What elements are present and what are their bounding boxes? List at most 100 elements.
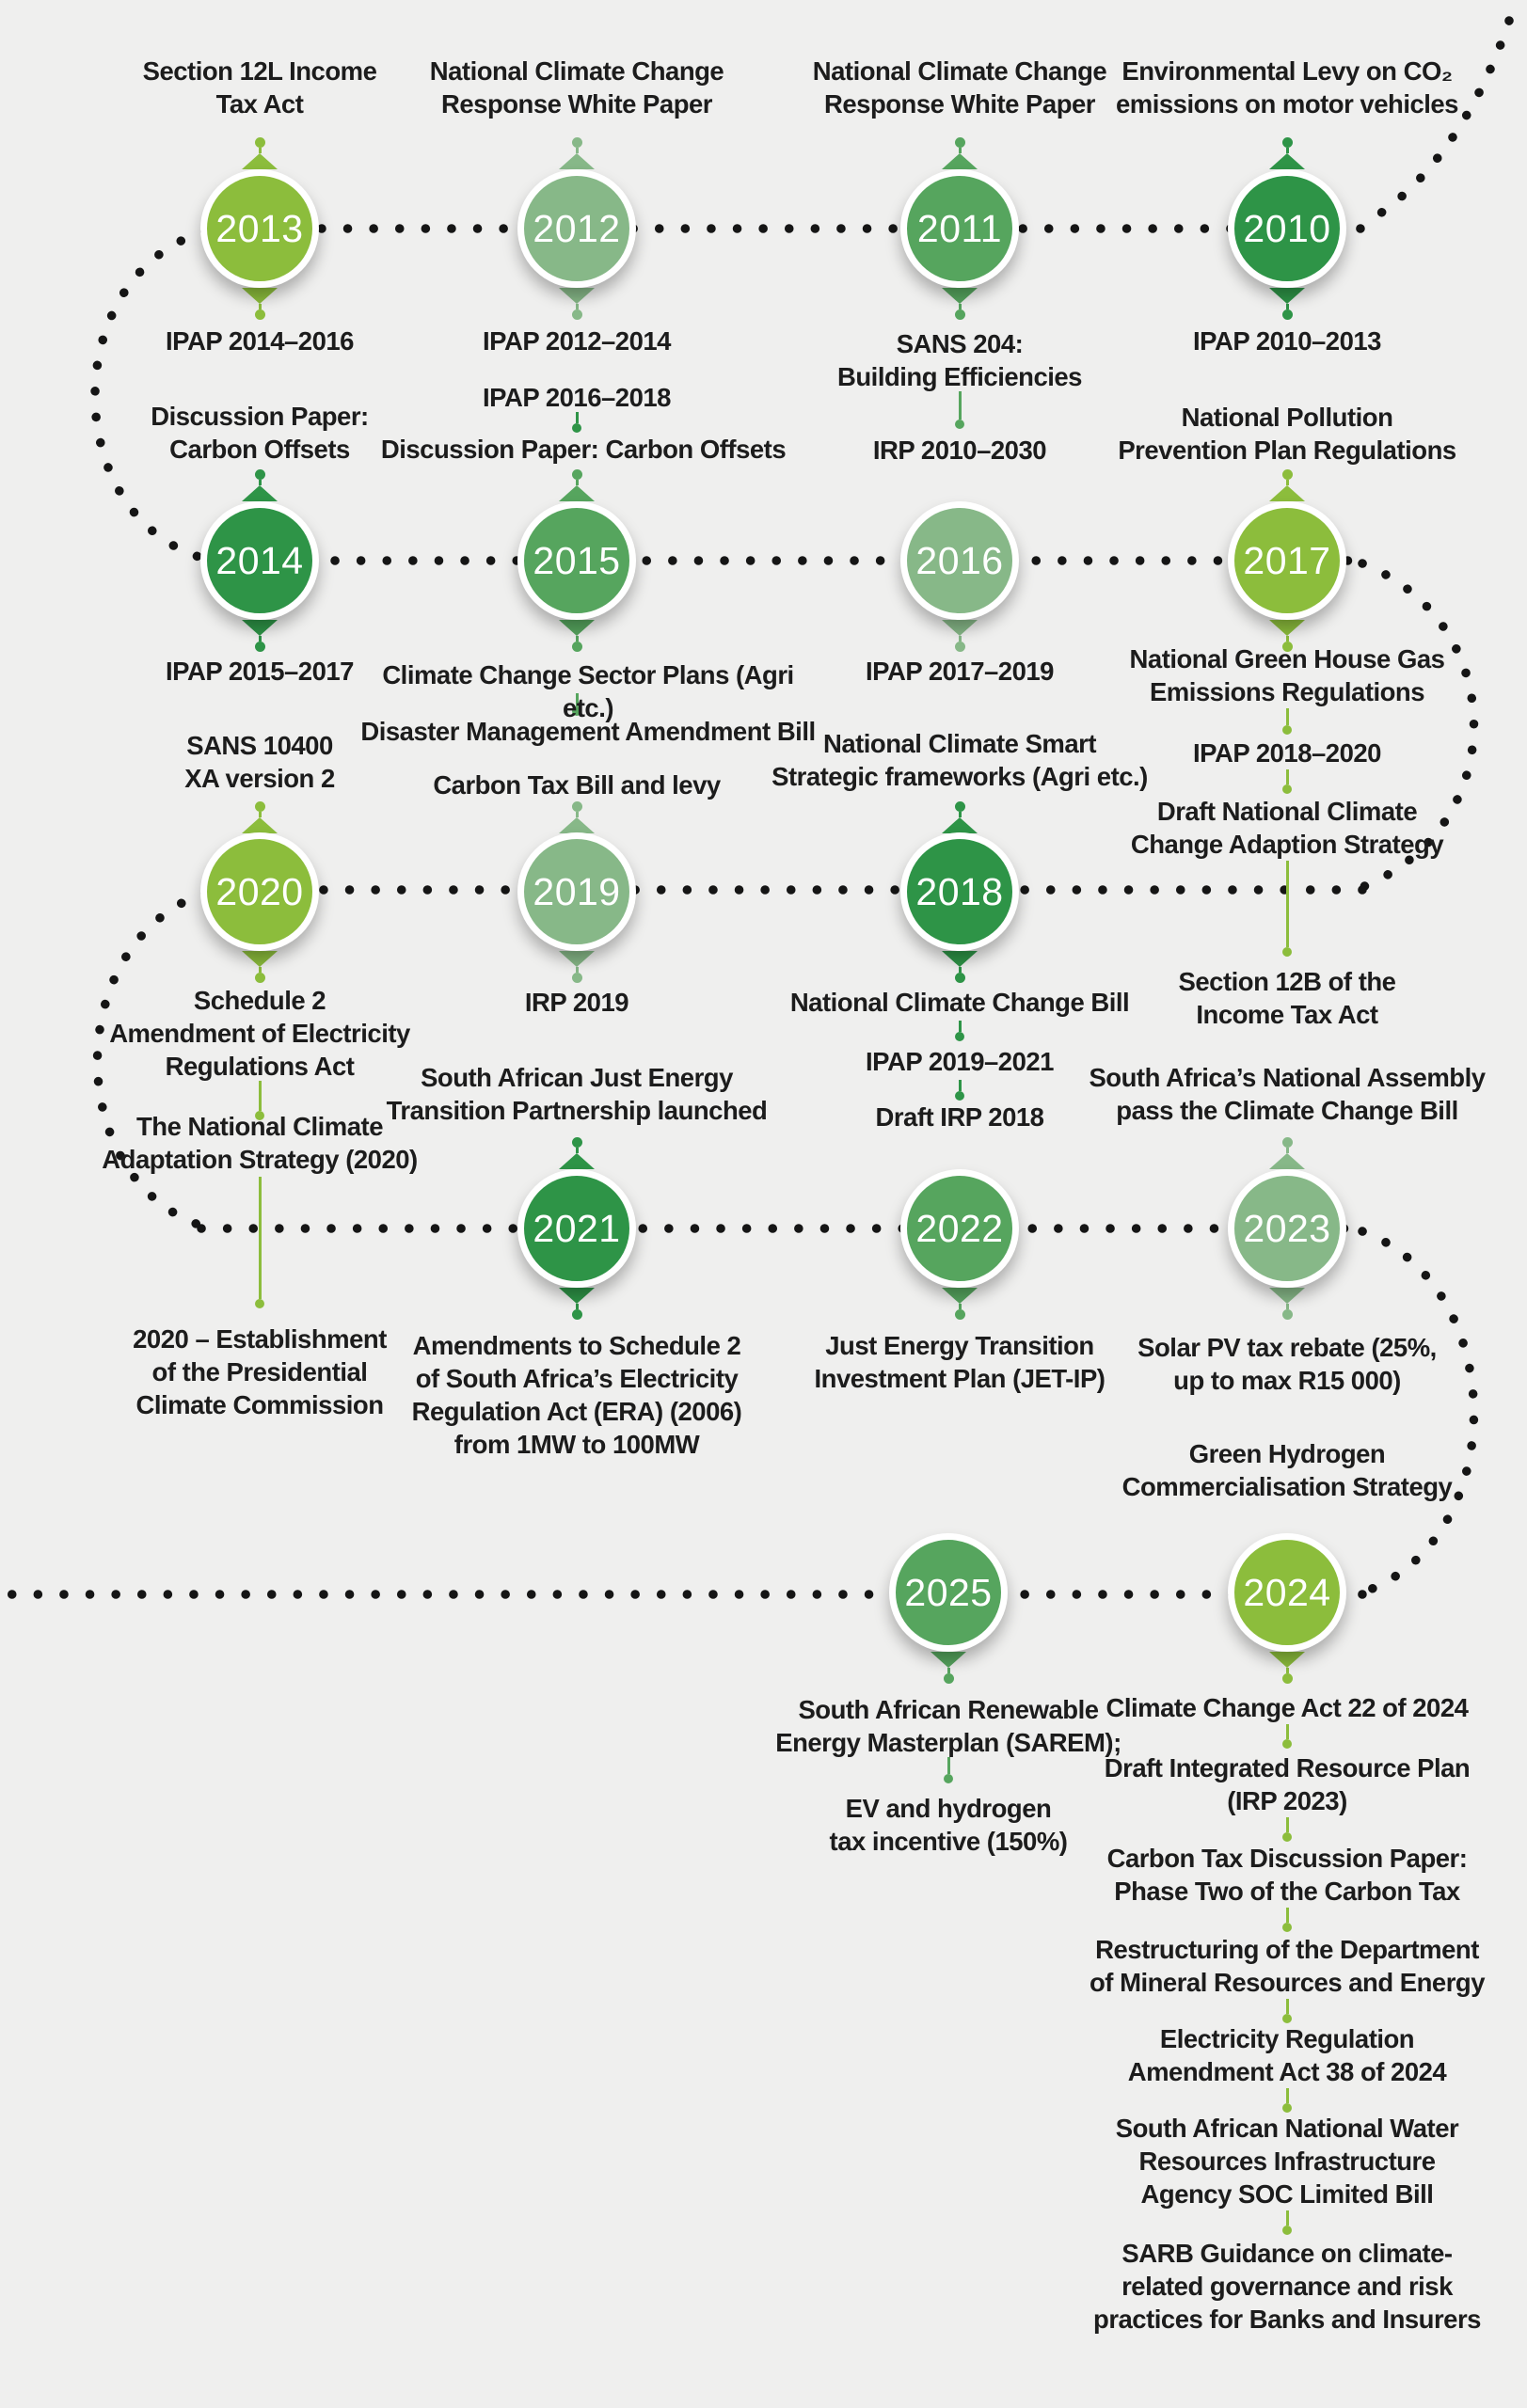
event-ipap-2010-2013: IPAP 2010–2013 (1193, 326, 1381, 356)
year-label-2013: 2013 (215, 206, 304, 250)
event-ev-hydrogen-incentive: EV and hydrogen tax incentive (150%) (829, 1794, 1068, 1856)
event-dmre-restructuring: Restructuring of the Department of Miner… (1089, 1935, 1486, 1997)
dotted-left-curve-1 (90, 227, 210, 563)
event-carbon-tax-bill: Carbon Tax Bill and levy (433, 770, 721, 800)
pin-below-2023 (1269, 1288, 1305, 1320)
year-node-2022: 2022 (900, 1169, 1019, 1288)
event-climate-change-bill: National Climate Change Bill (789, 988, 1130, 1017)
connector-col1-adaptation (255, 1081, 264, 1120)
event-draft-irp-2023: Draft Integrated Resource Plan (IRP 2023… (1104, 1753, 1471, 1815)
year-node-2023: 2023 (1228, 1169, 1346, 1288)
connector-col3-draftirp (955, 1080, 964, 1101)
event-jetp-launched: South African Just Energy Transition Par… (386, 1063, 768, 1125)
event-sarb-guidance: SARB Guidance on climate- related govern… (1093, 2239, 1481, 2334)
event-ipap-2016-2018: IPAP 2016–2018 (483, 383, 671, 412)
connector-col4-sarb (1282, 2210, 1292, 2235)
year-label-2025: 2025 (904, 1570, 993, 1614)
event-green-hydrogen: Green Hydrogen Commercialisation Strateg… (1121, 1439, 1453, 1501)
event-sans-204: SANS 204: Building Efficiencies (837, 329, 1082, 391)
year-node-2013: 2013 (200, 169, 319, 288)
year-node-2017: 2017 (1228, 501, 1346, 620)
year-label-2012: 2012 (533, 206, 621, 250)
year-label-2015: 2015 (533, 538, 621, 582)
year-node-2020: 2020 (200, 832, 319, 951)
connector-col4-era38 (1282, 1999, 1292, 2023)
event-schedule-2: Schedule 2 Amendment of Electricity Regu… (109, 986, 410, 1081)
pin-below-2022 (942, 1288, 978, 1320)
pin-above-2021 (559, 1137, 595, 1169)
year-node-2015: 2015 (517, 501, 636, 620)
pin-below-2020 (242, 951, 278, 983)
event-section-12b: Section 12B of the Income Tax Act (1178, 967, 1396, 1029)
year-node-2011: 2011 (900, 169, 1019, 288)
pin-below-2015 (559, 620, 595, 652)
pin-below-2019 (559, 951, 595, 983)
event-assembly-pass-bill: South Africa’s National Assembly pass th… (1089, 1063, 1486, 1125)
year-label-2017: 2017 (1243, 538, 1331, 582)
event-solar-pv-rebate: Solar PV tax rebate (25%, up to max R15 … (1137, 1333, 1437, 1395)
pin-below-2011 (942, 288, 978, 320)
event-discussion-offsets-2015: Discussion Paper: Carbon Offsets (380, 435, 787, 464)
event-environmental-levy: Environmental Levy on CO₂ emissions on m… (1116, 56, 1458, 119)
pin-below-2024 (1269, 1652, 1305, 1684)
event-ipap-2015-2017: IPAP 2015–2017 (166, 657, 354, 686)
year-label-2011: 2011 (916, 206, 1003, 250)
pin-above-2010 (1269, 137, 1305, 169)
event-pollution-prevention: National Pollution Prevention Plan Regul… (1118, 403, 1456, 465)
year-node-2021: 2021 (517, 1169, 636, 1288)
pin-above-2017 (1269, 469, 1305, 501)
year-label-2023: 2023 (1243, 1206, 1331, 1250)
year-node-2019: 2019 (517, 832, 636, 951)
connector-col4-carbontax (1282, 1817, 1292, 1842)
pin-above-2011 (942, 137, 978, 169)
pin-above-2013 (242, 137, 278, 169)
connector-col4-adaption (1282, 769, 1292, 794)
connector-col1-pcc-long (255, 1177, 264, 1308)
event-sans-10400: SANS 10400 XA version 2 (184, 731, 335, 793)
year-label-2021: 2021 (533, 1206, 621, 1250)
connector-col3-ipap (955, 1021, 964, 1041)
event-draft-adaption-strategy: Draft National Climate Change Adaption S… (1130, 797, 1444, 859)
dotted-right-curve-1 (1358, 559, 1479, 892)
pin-above-2014 (242, 469, 278, 501)
event-white-paper-2012: National Climate Change Response White P… (429, 56, 724, 119)
year-node-2010: 2010 (1228, 169, 1346, 288)
event-climate-smart-frameworks: National Climate Smart Strategic framewo… (771, 729, 1148, 791)
event-section-12l: Section 12L Income Tax Act (142, 56, 377, 119)
event-irp-2010-2030: IRP 2010–2030 (872, 436, 1047, 465)
dotted-right-curve-2 (1358, 1227, 1479, 1597)
event-ghg-regulations: National Green House Gas Emissions Regul… (1129, 644, 1445, 706)
year-node-2018: 2018 (900, 832, 1019, 951)
event-adaptation-strategy-2020: The National Climate Adaptation Strategy… (102, 1112, 418, 1174)
dotted-left-curve-2 (92, 888, 210, 1230)
year-node-2012: 2012 (517, 169, 636, 288)
year-label-2018: 2018 (915, 869, 1004, 913)
year-label-2020: 2020 (215, 869, 304, 913)
year-node-2016: 2016 (900, 501, 1019, 620)
event-carbon-tax-phase-two: Carbon Tax Discussion Paper: Phase Two o… (1106, 1844, 1468, 1906)
pin-below-2016 (942, 620, 978, 652)
dotted-entry-curve (1356, 16, 1514, 230)
event-draft-irp-2018: Draft IRP 2018 (875, 1102, 1044, 1132)
year-label-2022: 2022 (915, 1206, 1004, 1250)
pin-below-2017 (1269, 620, 1305, 652)
pin-above-2019 (559, 801, 595, 833)
event-sector-plans: Climate Change Sector Plans (Agri etc.) (382, 660, 794, 722)
year-label-2019: 2019 (533, 869, 621, 913)
event-irp-2019: IRP 2019 (524, 988, 629, 1017)
event-ipap-2017-2019: IPAP 2017–2019 (866, 657, 1054, 686)
year-label-2014: 2014 (215, 538, 304, 582)
pin-below-2014 (242, 620, 278, 652)
year-node-2014: 2014 (200, 501, 319, 620)
event-white-paper-2011: National Climate Change Response White P… (812, 56, 1107, 119)
event-sarem: South African Renewable Energy Masterpla… (775, 1695, 1121, 1757)
connector-col2-offsets (572, 412, 581, 433)
year-label-2024: 2024 (1243, 1570, 1331, 1614)
event-climate-change-act: Climate Change Act 22 of 2024 (1105, 1693, 1469, 1722)
year-label-2016: 2016 (915, 538, 1004, 582)
event-water-agency-bill: South African National Water Resources I… (1115, 2114, 1459, 2209)
connector-col4-water (1282, 2088, 1292, 2113)
event-jet-ip: Just Energy Transition Investment Plan (… (814, 1331, 1105, 1393)
